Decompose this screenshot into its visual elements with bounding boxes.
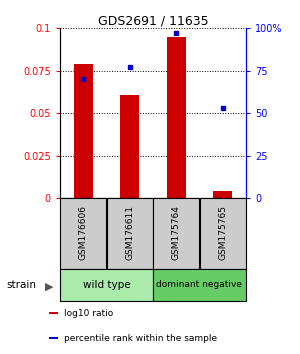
FancyBboxPatch shape xyxy=(60,198,106,269)
Title: GDS2691 / 11635: GDS2691 / 11635 xyxy=(98,14,208,27)
Text: strain: strain xyxy=(6,280,36,290)
FancyBboxPatch shape xyxy=(200,198,246,269)
Bar xyxy=(74,64,92,198)
Bar xyxy=(167,37,185,198)
Text: GSM176606: GSM176606 xyxy=(79,205,88,260)
Text: percentile rank within the sample: percentile rank within the sample xyxy=(64,333,217,343)
Bar xyxy=(213,192,232,198)
Bar xyxy=(49,337,58,339)
FancyBboxPatch shape xyxy=(153,269,246,301)
Bar xyxy=(49,312,58,314)
Bar xyxy=(120,95,139,198)
Text: GSM175765: GSM175765 xyxy=(218,205,227,260)
Text: GSM176611: GSM176611 xyxy=(125,205,134,260)
FancyBboxPatch shape xyxy=(107,198,153,269)
Text: dominant negative: dominant negative xyxy=(157,280,242,290)
FancyBboxPatch shape xyxy=(60,269,153,301)
Text: wild type: wild type xyxy=(83,280,130,290)
FancyBboxPatch shape xyxy=(153,198,199,269)
Text: ▶: ▶ xyxy=(45,281,53,291)
Text: GSM175764: GSM175764 xyxy=(172,205,181,260)
Text: log10 ratio: log10 ratio xyxy=(64,309,113,318)
